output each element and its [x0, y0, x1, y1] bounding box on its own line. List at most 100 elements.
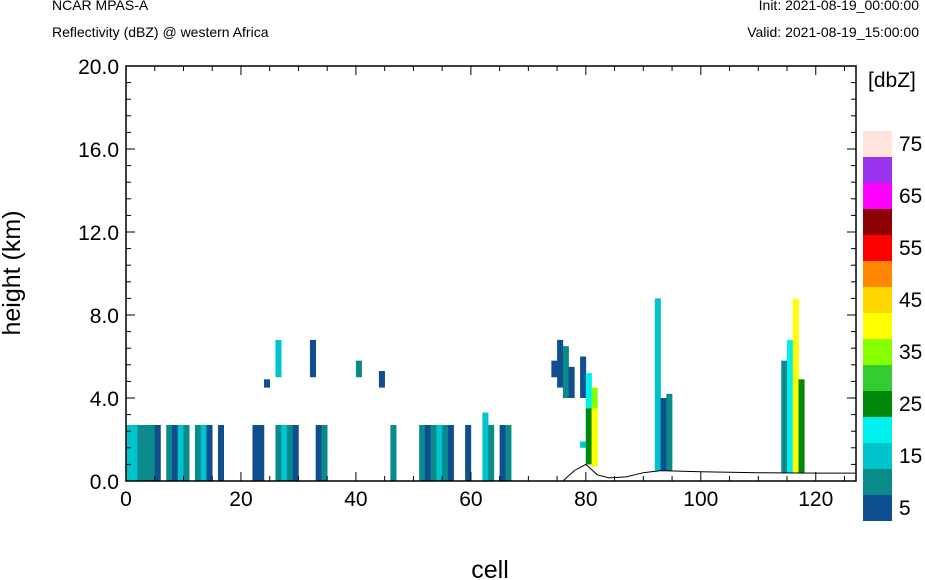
- colorbar-label: 75: [899, 133, 922, 156]
- colorbar-swatch: [863, 183, 892, 209]
- colorbar-label: 45: [899, 289, 922, 312]
- heatmap-cell-20: [315, 424, 322, 481]
- heatmap-cell-30: [482, 412, 489, 481]
- colorbar-swatch: [863, 469, 892, 495]
- colorbar-swatch: [863, 261, 892, 287]
- heatmap-cell-25: [430, 424, 437, 481]
- colorbar-swatch: [863, 235, 892, 261]
- heatmap-cell-1: [131, 424, 138, 481]
- x-tick-label: 0: [120, 488, 132, 511]
- colorbar-swatch: [863, 391, 892, 417]
- colorbar-swatch: [863, 209, 892, 235]
- heatmap-cell-43: [580, 356, 587, 398]
- y-tick-label: 8.0: [90, 305, 119, 328]
- x-tick-label: 80: [574, 488, 597, 511]
- heatmap-cell-15: [258, 424, 265, 481]
- heatmap-cell-4: [148, 424, 156, 481]
- colorbar-title: [dbZ]: [868, 69, 916, 92]
- heatmap-cell-42: [568, 366, 575, 398]
- colorbar-label: 65: [899, 185, 922, 208]
- heatmap-cell-0: [126, 424, 133, 481]
- heatmap-cell-46: [585, 408, 592, 465]
- heatmap-cell-50: [660, 398, 667, 471]
- heatmap-cell-53: [787, 339, 794, 473]
- heatmap-cell-38: [378, 371, 385, 388]
- heatmap-cell-12: [206, 424, 213, 481]
- colorbar-swatch: [863, 287, 892, 313]
- heatmap-cell-39: [551, 360, 558, 378]
- y-tick-label: 4.0: [90, 388, 119, 411]
- colorbar: 5 15 25 35 45 55 65 75: [863, 131, 922, 521]
- chart-subtitle: Reflectivity (dBZ) @ western Africa: [52, 24, 269, 40]
- heatmap-cell-54: [792, 298, 799, 473]
- colorbar-swatch: [863, 495, 892, 521]
- y-tick-label: 20.0: [78, 56, 119, 79]
- x-tick-label: 60: [459, 488, 482, 511]
- colorbar-swatch: [863, 157, 892, 183]
- heatmap-cell-5: [154, 424, 161, 481]
- colorbar-swatch: [863, 417, 892, 443]
- x-tick-label: 40: [344, 488, 367, 511]
- colorbar-swatch: [863, 365, 892, 391]
- chart-title: NCAR MPAS-A: [52, 0, 149, 13]
- heatmap-cell-28: [447, 424, 454, 481]
- heatmap-cells: [126, 298, 805, 481]
- heatmap-cell-37: [263, 379, 271, 388]
- y-tick-label: 0.0: [90, 471, 119, 494]
- heatmap-cell-3: [143, 424, 150, 481]
- heatmap-cell-34: [275, 339, 282, 378]
- heatmap-cell-16: [275, 424, 282, 481]
- colorbar-swatch: [863, 443, 892, 469]
- heatmap-cell-23: [419, 424, 426, 481]
- heatmap-cell-24: [424, 424, 431, 481]
- heatmap-cell-7: [171, 424, 179, 481]
- heatmap-cell-31: [488, 424, 495, 481]
- heatmap-cell-11: [200, 424, 207, 481]
- heatmap-cell-52: [781, 360, 788, 473]
- x-axis-label: cell: [471, 556, 509, 580]
- heatmap-cell-8: [177, 424, 184, 481]
- terrain-outline: [126, 463, 856, 482]
- heatmap-cell-36: [355, 360, 362, 378]
- heatmap-cell-44: [580, 441, 587, 448]
- heatmap-cell-35: [309, 339, 316, 378]
- heatmap-cell-48: [591, 408, 598, 467]
- heatmap-cell-9: [183, 424, 190, 481]
- heatmap-cell-32: [499, 424, 506, 481]
- x-tick-label: 20: [229, 488, 252, 511]
- colorbar-swatch: [863, 131, 892, 157]
- heatmap-cell-21: [321, 424, 328, 481]
- heatmap-cell-13: [217, 424, 225, 481]
- heatmap-cell-2: [137, 424, 144, 481]
- heatmap-cell-19: [292, 424, 299, 481]
- heatmap-cell-18: [286, 424, 293, 481]
- heatmap-cell-55: [798, 379, 805, 473]
- heatmap-cell-6: [166, 424, 173, 481]
- valid-time: Valid: 2021-08-19_15:00:00: [747, 24, 919, 40]
- colorbar-label: 15: [899, 445, 922, 468]
- axis-ticks: 0 20 40 60 80 100 120 0.0 4.0 8.0 12.0 16.0 20.0: [78, 56, 856, 511]
- y-tick-label: 12.0: [78, 222, 119, 245]
- colorbar-swatch: [863, 313, 892, 339]
- heatmap-cell-10: [194, 424, 202, 481]
- colorbar-label: 25: [899, 393, 922, 416]
- colorbar-label: 55: [899, 237, 922, 260]
- heatmap-cell-14: [252, 424, 259, 481]
- heatmap-cell-22: [390, 424, 397, 481]
- colorbar-label: 35: [899, 341, 922, 364]
- heatmap-cell-29: [465, 424, 472, 481]
- heatmap-cell-17: [281, 424, 288, 481]
- plot-frame: [125, 65, 857, 482]
- heatmap-cell-33: [505, 424, 512, 481]
- heatmap-cell-51: [666, 393, 673, 471]
- heatmap-cell-49: [654, 298, 661, 471]
- heatmap-cell-27: [442, 424, 449, 481]
- colorbar-label: 5: [899, 497, 911, 520]
- y-tick-label: 16.0: [78, 139, 119, 162]
- heatmap-cell-26: [436, 424, 443, 481]
- x-tick-label: 100: [683, 488, 718, 511]
- x-tick-label: 120: [798, 488, 833, 511]
- colorbar-swatch: [863, 339, 892, 365]
- init-time: Init: 2021-08-19_00:00:00: [758, 0, 919, 13]
